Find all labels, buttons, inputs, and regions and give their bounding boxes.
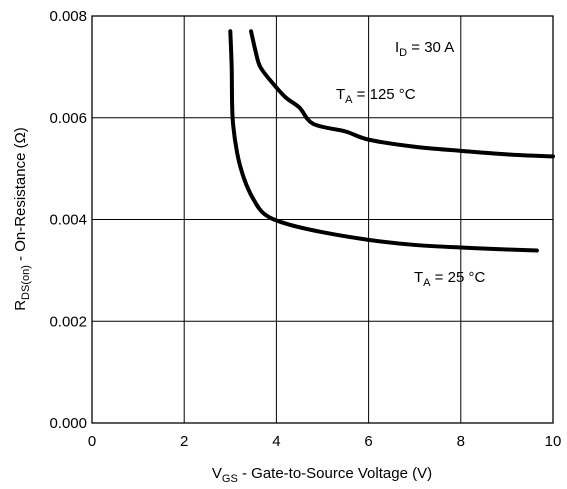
grid-layer bbox=[92, 16, 553, 423]
y-axis-label: RDS(on) - On-Resistance (Ω) bbox=[12, 127, 32, 311]
series-line-125c bbox=[249, 29, 555, 159]
y-tick-label: 0.008 bbox=[49, 8, 87, 25]
series-label-25c: TA = 25 °C bbox=[414, 269, 485, 289]
series-layer bbox=[228, 29, 555, 253]
x-tick-label: 8 bbox=[457, 433, 465, 450]
x-tick-label: 4 bbox=[272, 433, 280, 450]
x-axis-label: VGS - Gate-to-Source Voltage (V) bbox=[212, 465, 432, 485]
series-label-125c: TA = 125 °C bbox=[336, 86, 416, 106]
series-line-25c bbox=[228, 29, 539, 253]
current-annotation: ID = 30 A bbox=[395, 39, 454, 59]
x-tick-label: 6 bbox=[364, 433, 372, 450]
y-tick-label: 0.004 bbox=[49, 212, 87, 229]
y-tick-label: 0.002 bbox=[49, 313, 87, 330]
y-tick-label: 0.000 bbox=[49, 415, 87, 432]
plot-frame bbox=[91, 15, 554, 424]
tick-labels: 0 2 4 6 8 10 0.000 0.002 0.004 0.006 0.008 bbox=[49, 8, 561, 450]
x-tick-label: 2 bbox=[180, 433, 188, 450]
x-tick-label: 0 bbox=[88, 433, 96, 450]
x-tick-label: 10 bbox=[545, 433, 562, 450]
y-tick-label: 0.006 bbox=[49, 110, 87, 127]
